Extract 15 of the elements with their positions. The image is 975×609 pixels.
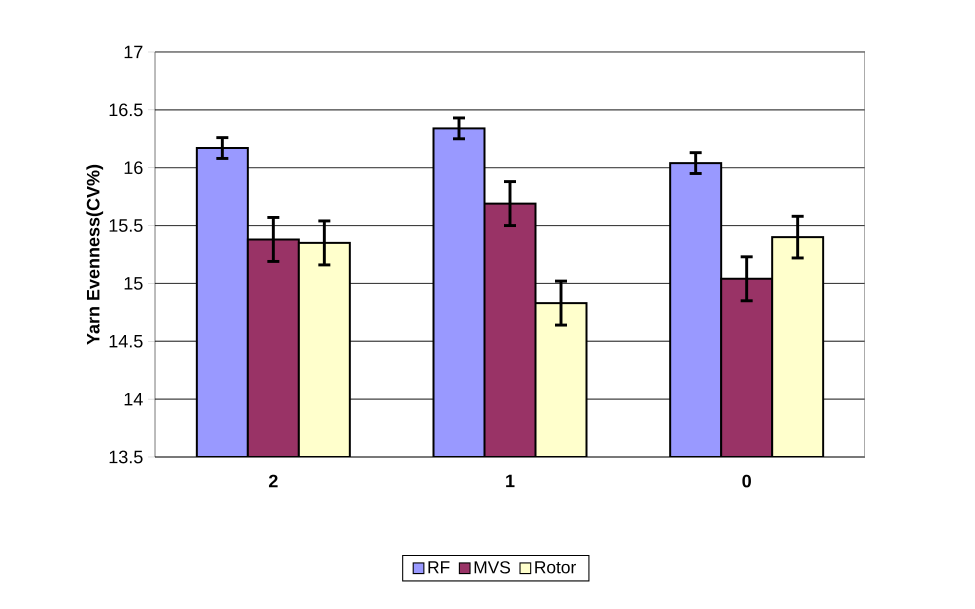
x-tick-label: 0 — [742, 474, 751, 488]
y-tick-label: 14 — [124, 392, 143, 406]
legend-label: MVS — [474, 561, 510, 574]
y-tick-label: 15.5 — [110, 219, 143, 232]
y-tick-label: 13.5 — [110, 450, 143, 464]
legend-label: RF — [428, 561, 450, 574]
y-axis-title: Yarn Evenness(CV%) — [86, 164, 104, 345]
y-tick-label: 17 — [124, 46, 142, 58]
y-tick-label: 16.5 — [110, 103, 143, 116]
x-tick-label: 2 — [268, 474, 278, 488]
y-tick-label: 15 — [124, 277, 143, 290]
x-tick-label: 1 — [506, 474, 515, 488]
legend-label: Rotor — [535, 561, 576, 574]
y-tick-label: 14.5 — [110, 335, 143, 348]
y-tick-label: 16 — [124, 161, 143, 174]
